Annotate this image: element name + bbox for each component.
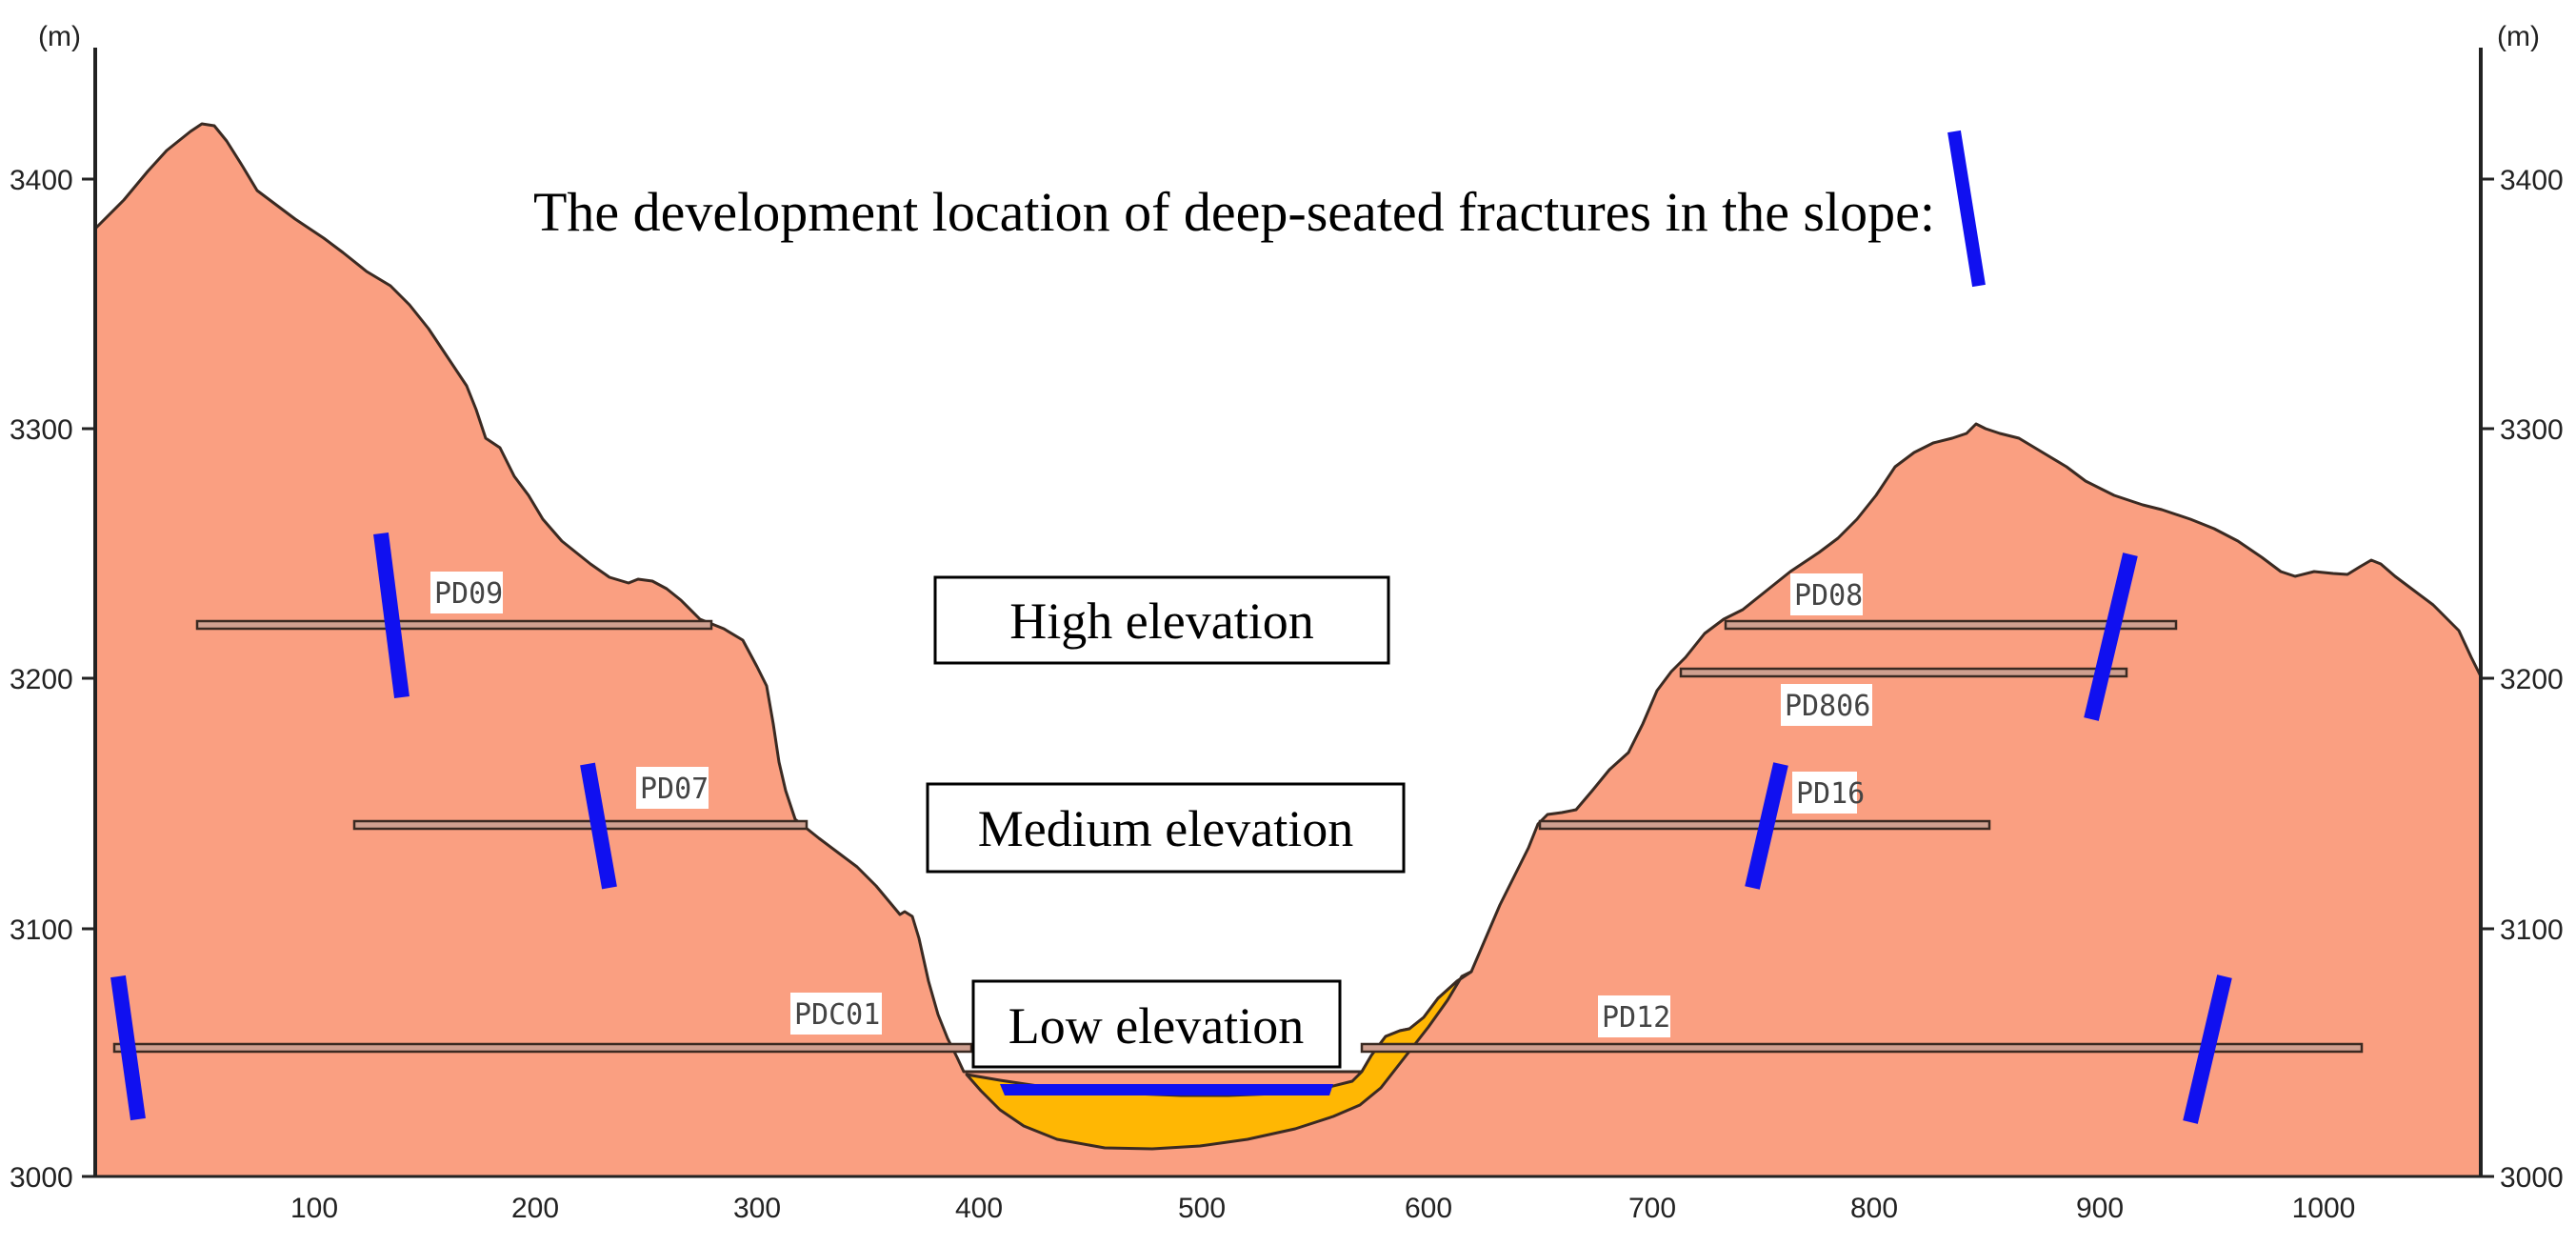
fracture-marker-pd07 <box>580 762 617 890</box>
zone-high: High elevation <box>933 575 1390 665</box>
x-tick-600: 600 <box>1405 1193 1452 1224</box>
fracture-markers <box>110 532 2232 1124</box>
x-tick-200: 200 <box>511 1193 559 1224</box>
adit-pdc01 <box>112 1042 973 1054</box>
legend-text: The development location of deep-seated … <box>533 181 1935 243</box>
right-y-ticks <box>2481 177 2494 1178</box>
zone-low: Low elevation <box>971 979 1342 1069</box>
left-unit-label: (m) <box>38 21 81 52</box>
legend-fracture-icon <box>1947 130 1986 288</box>
left-y-tick-3400: 3400 <box>10 165 73 196</box>
left-y-tick-3200: 3200 <box>10 664 73 695</box>
adit-label-pd16: PD16 <box>1796 777 1865 811</box>
adit-pd08 <box>1724 619 2178 631</box>
x-tick-900: 900 <box>2076 1193 2124 1224</box>
fracture-marker-pd16 <box>1745 762 1788 890</box>
adit-label-boxes <box>430 572 1872 1037</box>
adit-label-pdc01: PDC01 <box>794 998 880 1032</box>
zone-medium: Medium elevation <box>926 782 1406 874</box>
x-tick-500: 500 <box>1178 1193 1226 1224</box>
adit-label-pd07: PD07 <box>640 773 709 806</box>
adit-pd09 <box>195 619 713 631</box>
left-y-tick-3100: 3100 <box>10 914 73 946</box>
adit-label-pd806: PD806 <box>1785 690 1870 723</box>
right-y-tick-3000: 3000 <box>2500 1162 2564 1194</box>
right-y-tick-3100: 3100 <box>2500 914 2564 946</box>
x-tick-100: 100 <box>290 1193 338 1224</box>
right-y-tick-3200: 3200 <box>2500 664 2564 695</box>
zone-low-label: Low elevation <box>1008 997 1304 1055</box>
fracture-marker-pd08 <box>2084 553 2138 721</box>
left-y-ticks <box>82 177 95 1178</box>
x-tick-700: 700 <box>1628 1193 1676 1224</box>
zone-high-label: High elevation <box>1009 593 1313 650</box>
x-tick-300: 300 <box>733 1193 781 1224</box>
fracture-marker-pd12 <box>2183 975 2232 1124</box>
fracture-marker-pd09 <box>373 532 409 699</box>
x-tick-1000: 1000 <box>2292 1193 2356 1224</box>
adit-pd07 <box>352 819 809 831</box>
adit-pd806 <box>1679 667 2128 678</box>
right-y-tick-3400: 3400 <box>2500 165 2564 196</box>
x-tick-labels: 100 200 300 400 500 600 700 800 900 1000 <box>290 1193 2355 1224</box>
right-y-tick-3300: 3300 <box>2500 414 2564 446</box>
adit-label-pd12: PD12 <box>1602 1001 1670 1035</box>
left-y-tick-3300: 3300 <box>10 414 73 446</box>
adit-label-pd08: PD08 <box>1794 579 1863 613</box>
right-unit-label: (m) <box>2497 21 2540 52</box>
fracture-marker-pdc01 <box>110 975 146 1121</box>
adit-label-pd09: PD09 <box>434 577 503 611</box>
left-y-tick-3000: 3000 <box>10 1162 73 1194</box>
river-water <box>1000 1084 1333 1095</box>
x-tick-800: 800 <box>1850 1193 1898 1224</box>
x-tick-400: 400 <box>955 1193 1003 1224</box>
adit-pd12 <box>1360 1042 2364 1054</box>
zone-medium-label: Medium elevation <box>978 800 1353 857</box>
